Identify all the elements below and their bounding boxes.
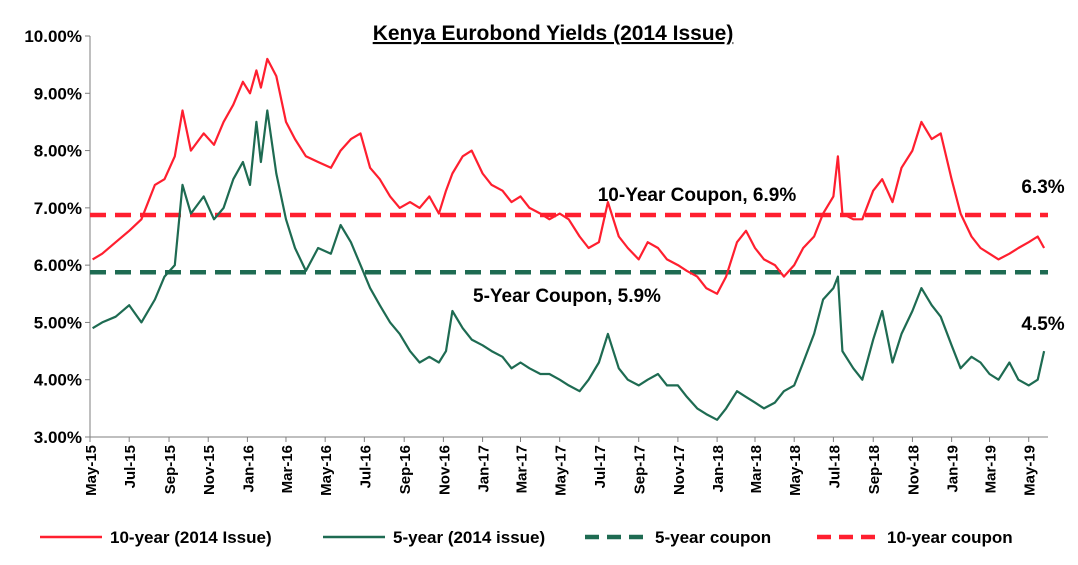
legend: 10-year (2014 Issue) 5-year (2014 issue) 5… — [40, 528, 1013, 547]
five-coupon-label: 5-Year Coupon, 5.9% — [473, 286, 661, 307]
y-tick-label: 8.00% — [34, 142, 82, 161]
x-tick-label: May-16 — [318, 445, 335, 496]
ten-year-end-label: 6.3% — [1021, 177, 1064, 198]
x-tick-label: Sep-16 — [397, 445, 414, 494]
x-tick-label: May-18 — [787, 445, 804, 496]
y-tick-label: 5.00% — [34, 313, 82, 332]
y-tick-label: 10.00% — [24, 27, 82, 46]
x-tick-label: Jul-16 — [357, 445, 374, 488]
legend-item-10-year-coupon: 10-year coupon — [817, 528, 1013, 547]
x-tick-label: Nov-15 — [201, 445, 218, 495]
y-tick-label: 7.00% — [34, 199, 82, 218]
x-tick-label: Nov-16 — [436, 445, 453, 495]
x-tick-label: Jul-15 — [122, 445, 139, 488]
ten-coupon-label: 10-Year Coupon, 6.9% — [598, 185, 797, 206]
x-tick-label: Sep-17 — [632, 445, 649, 494]
x-tick-label: Jan-18 — [710, 445, 727, 493]
legend-item-5-year-coupon: 5-year coupon — [585, 528, 771, 547]
plot-area: 3.00% 4.00% 5.00% 6.00% 7.00% 8.00% 9.00% 10.00… — [24, 27, 1048, 496]
x-tick-label: Sep-15 — [162, 445, 179, 494]
x-tick-label: Nov-18 — [905, 445, 922, 495]
x-tick-label: Mar-17 — [513, 445, 530, 493]
legend-item-5-year: 5-year (2014 issue) — [323, 528, 545, 547]
chart-title: Kenya Eurobond Yields (2014 Issue) — [373, 22, 734, 45]
y-tick-label: 3.00% — [34, 428, 82, 447]
x-tick-label: Jan-16 — [240, 445, 257, 493]
x-tick-label: Jan-17 — [476, 445, 493, 493]
series-line-10-year — [92, 57, 1046, 295]
legend-label: 10-year (2014 Issue) — [110, 528, 272, 547]
x-tick-label: Mar-19 — [983, 445, 1000, 493]
legend-label: 5-year coupon — [655, 528, 771, 547]
y-tick-label: 6.00% — [34, 256, 82, 275]
x-tick-label: May-17 — [553, 445, 570, 496]
y-tick-label: 4.00% — [34, 371, 82, 390]
x-tick-label: Sep-18 — [866, 445, 883, 494]
x-tick-label: Mar-18 — [748, 445, 765, 493]
x-tick-label: Jul-18 — [826, 445, 843, 488]
x-tick-label: Nov-17 — [671, 445, 688, 495]
y-tick-label: 9.00% — [34, 84, 82, 103]
x-tick-label: Mar-16 — [279, 445, 296, 493]
legend-label: 10-year coupon — [887, 528, 1013, 547]
x-tick-label: Jul-17 — [592, 445, 609, 488]
legend-label: 5-year (2014 issue) — [393, 528, 545, 547]
legend-item-10-year: 10-year (2014 Issue) — [40, 528, 272, 547]
x-tick-label: Jan-19 — [945, 445, 962, 493]
series-line-5-year — [92, 109, 1046, 421]
x-tick-label: May-15 — [83, 445, 100, 496]
x-tick-label: May-19 — [1022, 445, 1039, 496]
five-year-end-label: 4.5% — [1021, 314, 1064, 335]
